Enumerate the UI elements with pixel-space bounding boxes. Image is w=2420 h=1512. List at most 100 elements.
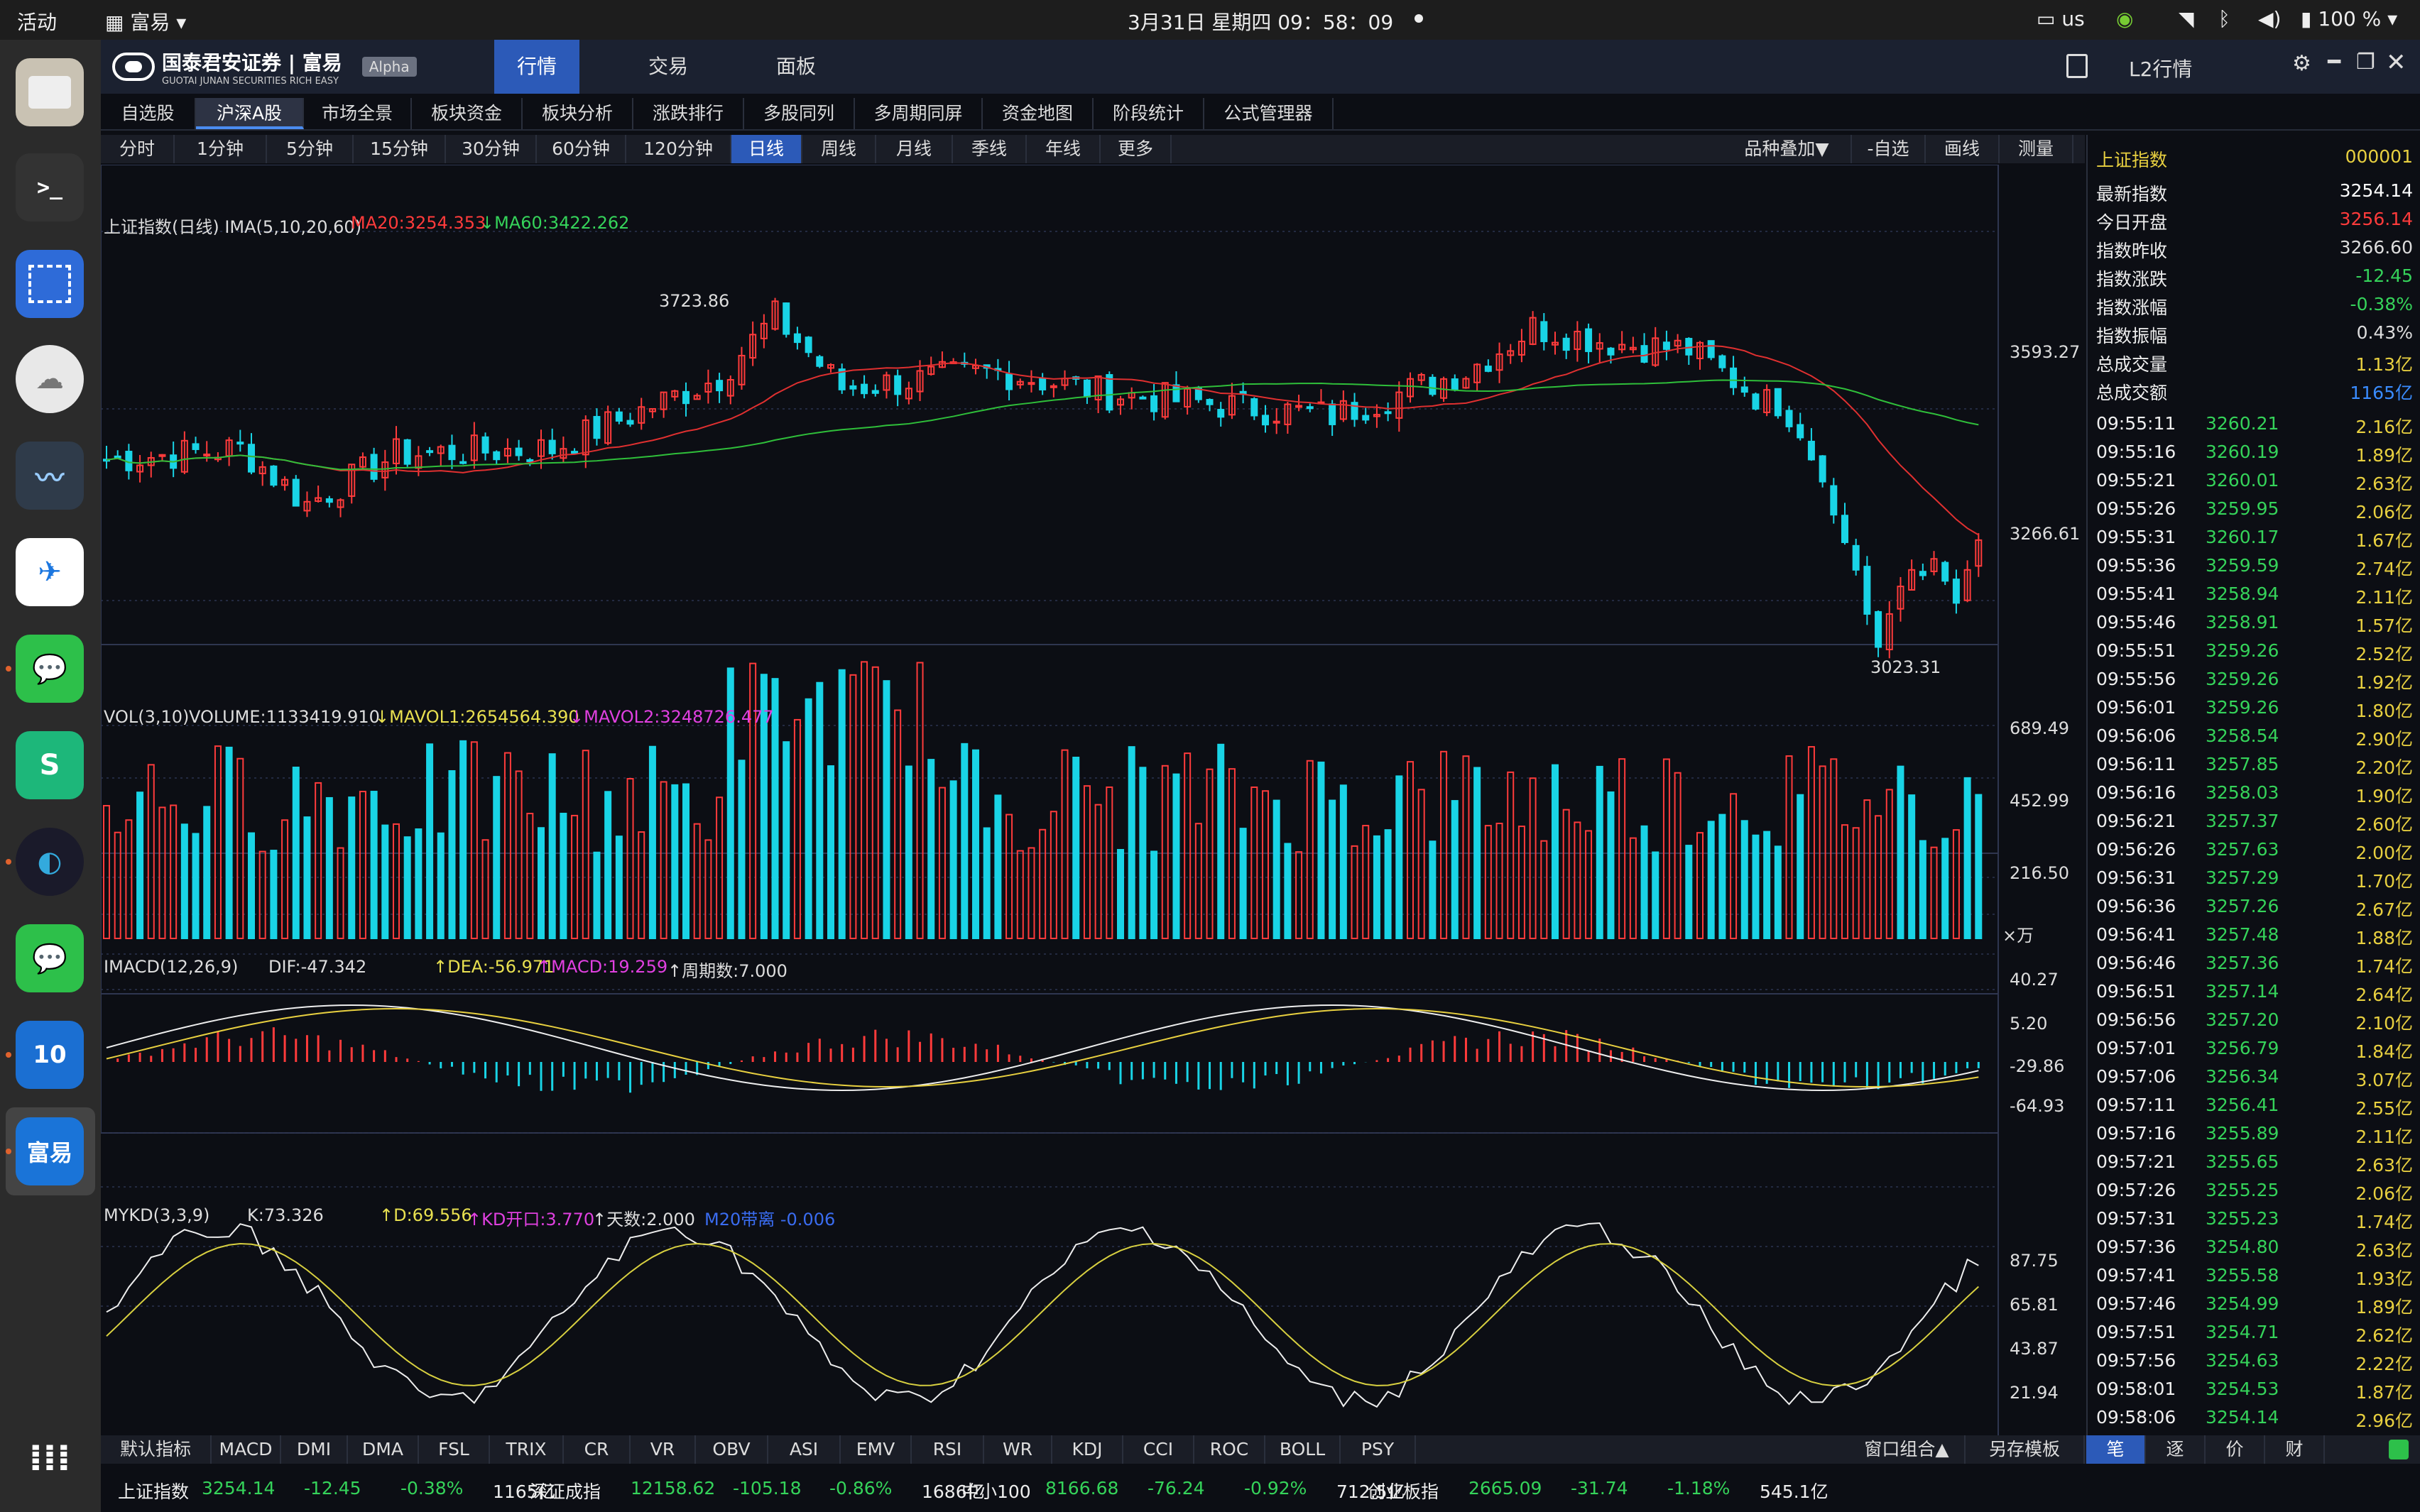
tab-trade[interactable]: 交易 <box>648 55 688 78</box>
window-combo-button[interactable]: 窗口组合▲ <box>1849 1435 1966 1464</box>
tick-row[interactable]: 09:58:06 3254.14 2.96亿 <box>2088 1403 2420 1431</box>
screenshot-icon[interactable] <box>16 250 84 318</box>
indicator-tab-cr[interactable]: CR <box>564 1435 631 1464</box>
quote-header[interactable]: 上证指数 000001 <box>2088 142 2420 170</box>
tool-1[interactable]: -自选 <box>1852 135 1926 163</box>
tab-multi-stock[interactable]: 多股同列 <box>744 98 855 129</box>
indicator-tab-trix[interactable]: TRIX <box>490 1435 564 1464</box>
minimize-icon[interactable]: ━ <box>2328 50 2341 75</box>
indicator-tab-fsl[interactable]: FSL <box>419 1435 490 1464</box>
tick-row[interactable]: 09:57:46 3254.99 1.89亿 <box>2088 1289 2420 1317</box>
indicator-tab-asi[interactable]: ASI <box>768 1435 841 1464</box>
status-cell[interactable]: 深证成指 <box>530 1481 601 1502</box>
side-tab-3[interactable]: 财 <box>2265 1435 2325 1464</box>
indicator-tab-boll[interactable]: BOLL <box>1265 1435 1341 1464</box>
keyboard-icon[interactable]: ▭ us <box>2037 7 2085 31</box>
tick-row[interactable]: 09:55:31 3260.17 1.67亿 <box>2088 522 2420 551</box>
tick-row[interactable]: 09:55:36 3259.59 2.74亿 <box>2088 551 2420 579</box>
period-6[interactable]: 120分钟 <box>626 135 731 163</box>
period-9[interactable]: 月线 <box>876 135 953 163</box>
tick-row[interactable]: 09:57:41 3255.58 1.93亿 <box>2088 1261 2420 1289</box>
tool-2[interactable]: 画线 <box>1926 135 2000 163</box>
clock[interactable]: 3月31日 星期四 09：58：09 <box>1128 11 1394 34</box>
tick-row[interactable]: 09:55:11 3260.21 2.16亿 <box>2088 409 2420 437</box>
app-menu[interactable]: ▦ 富易 ▾ <box>105 11 187 34</box>
tab-sector-analysis[interactable]: 板块分析 <box>523 98 633 129</box>
tick-row[interactable]: 09:57:36 3254.80 2.63亿 <box>2088 1232 2420 1261</box>
tool-0[interactable]: 品种叠加▼ <box>1723 135 1852 163</box>
tab-multi-period[interactable]: 多周期同屏 <box>855 98 983 129</box>
tick-row[interactable]: 09:56:11 3257.85 2.20亿 <box>2088 750 2420 778</box>
tick-row[interactable]: 09:57:01 3256.79 1.84亿 <box>2088 1034 2420 1062</box>
period-11[interactable]: 年线 <box>1027 135 1101 163</box>
tick-row[interactable]: 09:57:51 3254.71 2.62亿 <box>2088 1317 2420 1346</box>
win10-icon[interactable]: 10 <box>16 1021 84 1089</box>
tick-row[interactable]: 09:57:06 3256.34 3.07亿 <box>2088 1062 2420 1090</box>
activities-button[interactable]: 活动 <box>17 11 58 34</box>
indicator-tab-dmi[interactable]: DMI <box>281 1435 348 1464</box>
save-template-button[interactable]: 另存模板 <box>1966 1435 2085 1464</box>
period-0[interactable]: 分时 <box>101 135 175 163</box>
phone-mode-icon[interactable] <box>2066 54 2088 78</box>
tick-row[interactable]: 09:56:21 3257.37 2.60亿 <box>2088 806 2420 835</box>
tick-row[interactable]: 09:57:31 3255.23 1.74亿 <box>2088 1204 2420 1232</box>
period-5[interactable]: 60分钟 <box>537 135 626 163</box>
tick-row[interactable]: 09:57:16 3255.89 2.11亿 <box>2088 1119 2420 1147</box>
quote-stat-row[interactable]: 指数涨跌 -12.45 <box>2088 261 2420 290</box>
quote-stat-row[interactable]: 今日开盘 3256.14 <box>2088 204 2420 233</box>
tick-row[interactable]: 09:55:26 3259.95 2.06亿 <box>2088 494 2420 522</box>
volume-icon[interactable]: ◀) <box>2258 7 2282 31</box>
period-7[interactable]: 日线 <box>731 135 802 163</box>
tick-row[interactable]: 09:56:16 3258.03 1.90亿 <box>2088 778 2420 806</box>
side-tab-0[interactable]: 笔 <box>2086 1435 2146 1464</box>
system-monitor-icon[interactable]: 〰 <box>16 442 84 510</box>
restore-icon[interactable]: ❐ <box>2356 50 2375 75</box>
tab-rank[interactable]: 涨跌排行 <box>633 98 744 129</box>
files-icon[interactable] <box>16 58 84 126</box>
status-cell[interactable]: 上证指数 <box>118 1481 190 1502</box>
close-icon[interactable]: ✕ <box>2386 48 2407 77</box>
wps-icon[interactable]: S <box>16 731 84 799</box>
period-1[interactable]: 1分钟 <box>175 135 267 163</box>
tick-row[interactable]: 09:56:01 3259.26 1.80亿 <box>2088 693 2420 721</box>
status-cell[interactable]: 中小100 <box>961 1481 1031 1502</box>
tick-row[interactable]: 09:56:46 3257.36 1.74亿 <box>2088 948 2420 977</box>
app-tray-icon[interactable]: ◉ <box>2116 7 2134 31</box>
bluetooth-icon[interactable]: ᛒ <box>2218 7 2230 31</box>
period-4[interactable]: 30分钟 <box>446 135 537 163</box>
tick-row[interactable]: 09:56:56 3257.20 2.10亿 <box>2088 1005 2420 1034</box>
indicator-tab-obv[interactable]: OBV <box>696 1435 768 1464</box>
signal-icon[interactable] <box>2389 1440 2409 1459</box>
feishu-icon[interactable]: ✈ <box>16 538 84 606</box>
kline-chart[interactable] <box>101 165 2085 1435</box>
indicator-tab-kdj[interactable]: KDJ <box>1052 1435 1123 1464</box>
tick-row[interactable]: 09:55:16 3260.19 1.89亿 <box>2088 437 2420 466</box>
tick-row[interactable]: 09:57:26 3255.25 2.06亿 <box>2088 1176 2420 1204</box>
indicator-tab-roc[interactable]: ROC <box>1194 1435 1265 1464</box>
period-3[interactable]: 15分钟 <box>354 135 446 163</box>
tick-row[interactable]: 09:55:56 3259.26 1.92亿 <box>2088 664 2420 693</box>
tab-formula-manager[interactable]: 公式管理器 <box>1204 98 1334 129</box>
show-apps-icon[interactable]: ⁞⁞⁞ <box>28 1437 71 1479</box>
tick-row[interactable]: 09:55:46 3258.91 1.57亿 <box>2088 608 2420 636</box>
tick-row[interactable]: 09:56:26 3257.63 2.00亿 <box>2088 835 2420 863</box>
tick-row[interactable]: 09:56:06 3258.54 2.90亿 <box>2088 721 2420 750</box>
tab-stage-stats[interactable]: 阶段统计 <box>1094 98 1204 129</box>
indicator-tab-macd[interactable]: MACD <box>212 1435 281 1464</box>
wifi-icon[interactable]: ◥ <box>2179 7 2194 31</box>
tick-row[interactable]: 09:56:31 3257.29 1.70亿 <box>2088 863 2420 892</box>
tool-3[interactable]: 测量 <box>2000 135 2073 163</box>
period-10[interactable]: 季线 <box>953 135 1027 163</box>
l2-label[interactable]: L2行情 <box>2129 57 2193 81</box>
indicator-tab-wr[interactable]: WR <box>984 1435 1052 1464</box>
tab-panel[interactable]: 面板 <box>775 55 816 78</box>
tab-fund-map[interactable]: 资金地图 <box>983 98 1094 129</box>
quote-stat-row[interactable]: 总成交额 1165亿 <box>2088 375 2420 403</box>
tab-market[interactable]: 行情 <box>494 40 579 94</box>
settings-icon[interactable]: ⚙ <box>2292 51 2311 76</box>
cloud-icon[interactable]: ☁ <box>16 345 84 413</box>
tab-watchlist[interactable]: 自选股 <box>101 98 196 129</box>
tick-row[interactable]: 09:57:21 3255.65 2.63亿 <box>2088 1147 2420 1176</box>
tick-row[interactable]: 09:56:36 3257.26 2.67亿 <box>2088 892 2420 920</box>
tick-row[interactable]: 09:55:41 3258.94 2.11亿 <box>2088 579 2420 608</box>
